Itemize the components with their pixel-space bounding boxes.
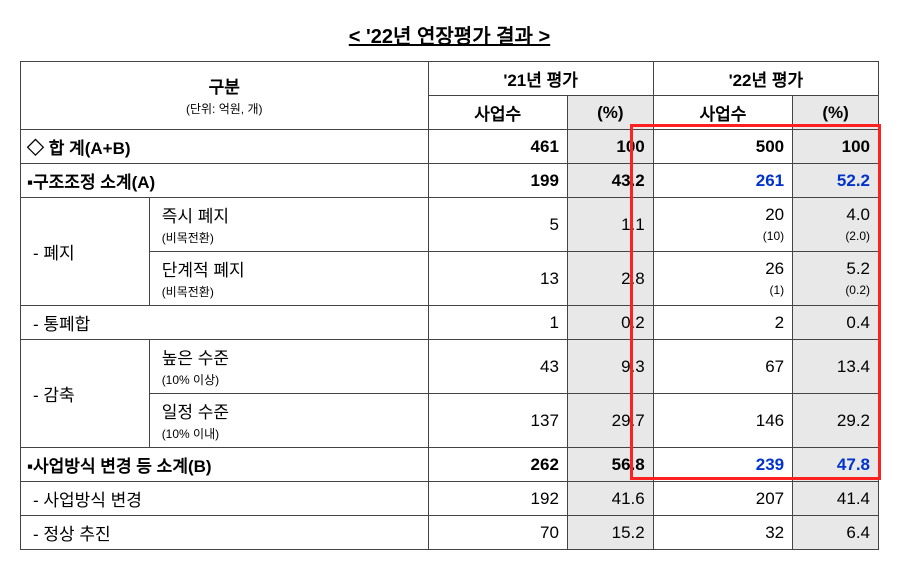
row-subtotal-b: ▪사업방식 변경 등 소계(B) 262 56.8 239 47.8 [21,448,879,482]
cell-num: 207 [653,482,792,516]
cell-pct: 5.2 (0.2) [793,252,879,306]
cell-num: 20 (10) [653,198,792,252]
row-reduce-some: 일정 수준 (10% 이내) 137 29.7 146 29.2 [21,394,879,448]
cell-num: 1 [428,306,567,340]
cell-num: 500 [653,130,792,164]
cell-pct: 29.7 [567,394,653,448]
cell-num: 67 [653,340,792,394]
cell-label: 일정 수준 (10% 이내) [149,394,428,448]
evaluation-table: 구분 (단위: 억원, 개) '21년 평가 '22년 평가 사업수 (%) 사… [20,61,879,550]
cell-label: 즉시 폐지 (비목전환) [149,198,428,252]
cell-pct: 0.4 [793,306,879,340]
cell-num: 192 [428,482,567,516]
cell-pct: 100 [793,130,879,164]
cell-pct: 56.8 [567,448,653,482]
header-y22-count: 사업수 [653,96,792,130]
table-title: < '22년 연장평가 결과 > [20,20,879,49]
header-y21-count: 사업수 [428,96,567,130]
cell-num: 461 [428,130,567,164]
cell-pct: 41.4 [793,482,879,516]
row-method: - 사업방식 변경 192 41.6 207 41.4 [21,482,879,516]
header-y22: '22년 평가 [653,62,878,96]
cell-pct: 43.2 [567,164,653,198]
cell-num: 146 [653,394,792,448]
cell-num: 262 [428,448,567,482]
cell-num: 199 [428,164,567,198]
header-y21: '21년 평가 [428,62,653,96]
cell-pct: 2.8 [567,252,653,306]
cell-pct: 41.6 [567,482,653,516]
cell-pct: 13.4 [793,340,879,394]
cell-label: - 사업방식 변경 [21,482,429,516]
cell-label: ◇ 합 계(A+B) [21,130,429,164]
row-total: ◇ 합 계(A+B) 461 100 500 100 [21,130,879,164]
header-gubun: 구분 (단위: 억원, 개) [21,62,429,130]
cell-pct: 47.8 [793,448,879,482]
cell-group: - 폐지 [21,198,150,306]
cell-label: - 통폐합 [21,306,429,340]
header-y22-pct: (%) [793,96,879,130]
cell-pct: 9.3 [567,340,653,394]
cell-num: 2 [653,306,792,340]
cell-label: ▪구조조정 소계(A) [21,164,429,198]
cell-pct: 52.2 [793,164,879,198]
row-abolish-step: 단계적 폐지 (비목전환) 13 2.8 26 (1) 5.2 (0.2) [21,252,879,306]
cell-pct: 100 [567,130,653,164]
row-abolish-now: - 폐지 즉시 폐지 (비목전환) 5 1.1 20 (10) 4.0 (2.0… [21,198,879,252]
row-reduce-high: - 감축 높은 수준 (10% 이상) 43 9.3 67 13.4 [21,340,879,394]
cell-pct: 0.2 [567,306,653,340]
table-wrapper: 구분 (단위: 억원, 개) '21년 평가 '22년 평가 사업수 (%) 사… [20,61,879,550]
cell-num: 261 [653,164,792,198]
cell-num: 137 [428,394,567,448]
cell-pct: 1.1 [567,198,653,252]
cell-num: 239 [653,448,792,482]
cell-pct: 4.0 (2.0) [793,198,879,252]
row-merge: - 통폐합 1 0.2 2 0.4 [21,306,879,340]
row-subtotal-a: ▪구조조정 소계(A) 199 43.2 261 52.2 [21,164,879,198]
cell-group: - 감축 [21,340,150,448]
cell-label: 단계적 폐지 (비목전환) [149,252,428,306]
cell-num: 43 [428,340,567,394]
cell-num: 5 [428,198,567,252]
cell-num: 13 [428,252,567,306]
cell-num: 26 (1) [653,252,792,306]
cell-pct: 29.2 [793,394,879,448]
cell-label: 높은 수준 (10% 이상) [149,340,428,394]
header-y21-pct: (%) [567,96,653,130]
cell-label: ▪사업방식 변경 등 소계(B) [21,448,429,482]
